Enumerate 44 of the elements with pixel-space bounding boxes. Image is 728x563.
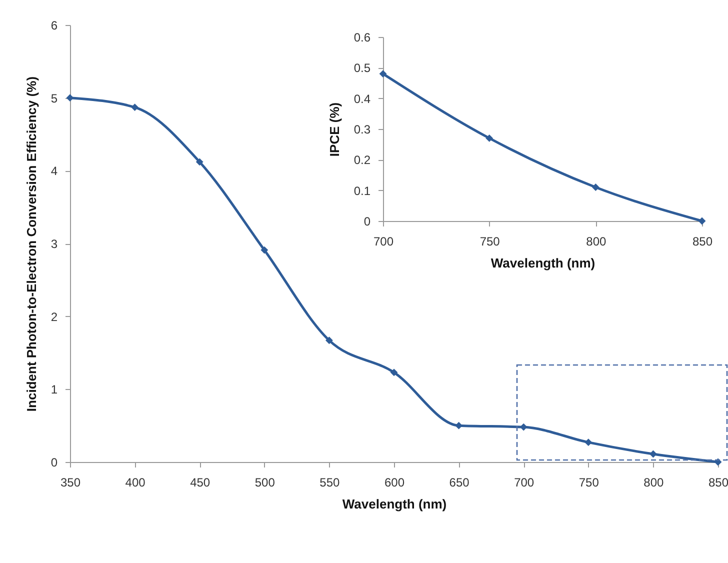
x-tick-label: 600 — [384, 476, 405, 490]
y-tick-label: 4 — [50, 164, 58, 178]
point — [584, 438, 592, 446]
x-tick-label: 750 — [578, 476, 600, 490]
y-tick-label: 5 — [50, 91, 58, 106]
point — [649, 450, 657, 458]
point — [260, 246, 268, 254]
y-tick-label: 1 — [50, 382, 58, 397]
y-tick-label: 0.3 — [354, 122, 371, 136]
point — [131, 104, 139, 112]
x-tick-label: 450 — [190, 476, 210, 490]
x-tick-label: 350 — [60, 476, 81, 490]
point — [486, 134, 494, 142]
y-tick-label: 3 — [50, 237, 58, 251]
y-tick-label: 0.5 — [354, 61, 371, 76]
x-tick-label: 400 — [125, 476, 146, 490]
x-tick-label: 700 — [514, 476, 534, 490]
x-axis-title: Wavelength (nm) — [342, 496, 447, 512]
y-tick-label: 2 — [50, 310, 58, 324]
point — [196, 158, 204, 166]
point — [66, 94, 74, 102]
y-axis-title: IPCE (%) — [326, 102, 342, 157]
y-tick-label: 6 — [50, 18, 58, 32]
point — [379, 70, 387, 78]
y-tick-label: 0.2 — [354, 153, 371, 168]
y-tick-label: 0.6 — [354, 30, 371, 44]
x-tick-label: 650 — [449, 476, 470, 490]
y-tick-label: 0 — [364, 214, 371, 228]
x-tick-label: 850 — [708, 476, 728, 490]
x-tick-label: 550 — [320, 476, 340, 490]
x-tick-label: 800 — [586, 234, 606, 248]
point — [592, 184, 600, 191]
x-tick-label: 500 — [254, 476, 276, 490]
x-tick-label: 850 — [692, 234, 713, 248]
y-tick-label: 0.4 — [354, 92, 371, 106]
point — [325, 336, 333, 344]
y-tick-label: 0.1 — [354, 184, 371, 198]
y-tick-label: 0 — [50, 456, 58, 470]
y-axis-title: Incident Photon-to-Electron Conversion Efficiency (%) — [24, 76, 39, 412]
x-tick-label: 700 — [373, 234, 394, 248]
x-tick-label: 800 — [644, 476, 664, 490]
x-axis-title: Wavelength (nm) — [490, 256, 596, 270]
x-tick-label: 750 — [480, 234, 500, 248]
point — [390, 368, 398, 376]
